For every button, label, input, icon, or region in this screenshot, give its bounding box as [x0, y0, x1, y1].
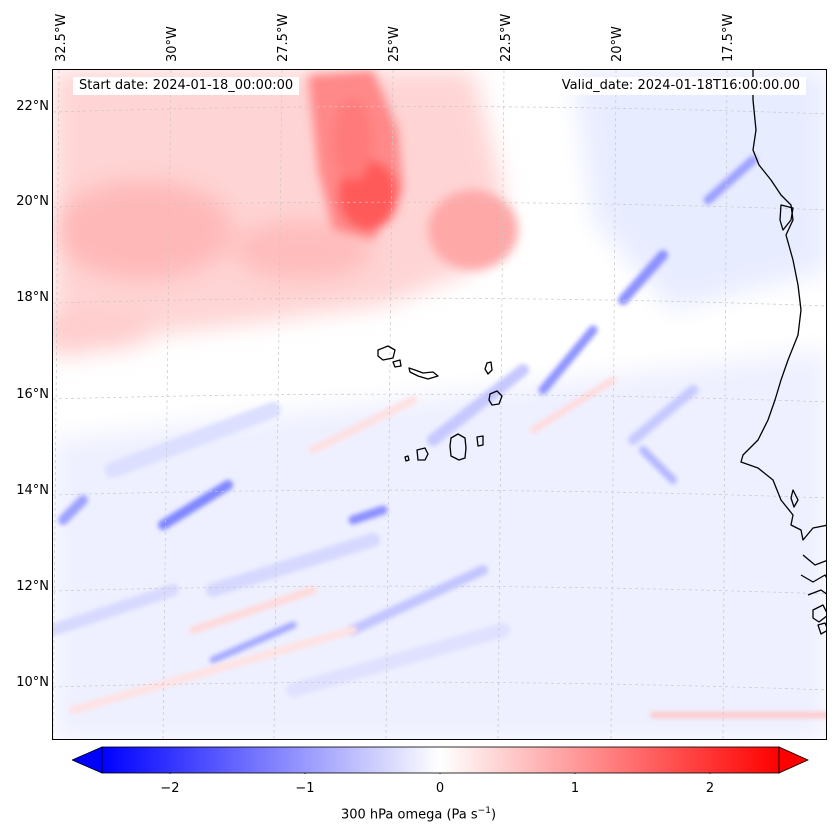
- lat-label-22n: 22°N: [16, 99, 49, 114]
- lon-label-32-5w: 32.5°W: [54, 13, 69, 62]
- colorbar-extend-max: [778, 746, 809, 774]
- lat-label-14n: 14°N: [16, 483, 49, 498]
- lon-label-27-5w: 27.5°W: [276, 13, 291, 62]
- africa-coastline: [740, 70, 826, 541]
- coastlines: [377, 70, 826, 635]
- colorbar-tick-neg1: −1: [295, 781, 315, 796]
- island-santiago: [449, 433, 467, 461]
- positive-omega-streaks: [69, 376, 826, 718]
- lon-label-30w: 30°W: [165, 26, 180, 62]
- colorbar-tick-neg2: −2: [160, 781, 180, 796]
- graticule: [53, 70, 826, 739]
- colorbar-tick-2: 2: [705, 781, 715, 796]
- colorbar-label-end: ): [490, 807, 497, 823]
- island-santo-antao: [377, 345, 396, 361]
- lat-label-20n: 20°N: [16, 194, 49, 209]
- colorbar-label-main: 300 hPa omega (Pa s: [340, 807, 478, 823]
- colorbar-tick-marks: [169, 773, 711, 774]
- colorbar-label: 300 hPa omega (Pa s−1): [0, 806, 837, 822]
- lat-label-16n: 16°N: [16, 387, 49, 402]
- lon-label-25w: 25°W: [387, 26, 402, 62]
- lat-label-12n: 12°N: [16, 579, 49, 594]
- omega-field-map: [53, 70, 826, 739]
- lon-label-22-5w: 22.5°W: [499, 13, 514, 62]
- lon-label-20w: 20°W: [610, 26, 625, 62]
- island-fogo: [416, 447, 429, 461]
- colorbar-label-exponent: −1: [477, 806, 491, 816]
- colorbar-gradient: [101, 746, 780, 774]
- valid-date-label: Valid_date: 2024-01-18T16:00:00.00: [555, 77, 806, 95]
- island-sal: [484, 361, 493, 375]
- lon-label-17-5w: 17.5°W: [721, 13, 736, 62]
- island-sao-nicolau: [408, 367, 439, 380]
- island-maio: [476, 435, 484, 447]
- lat-label-10n: 10°N: [16, 675, 49, 690]
- island-sao-vicente: [392, 359, 402, 368]
- colorbar-extend-min: [72, 746, 103, 774]
- island-boa-vista: [488, 390, 503, 406]
- positive-omega-core: [308, 70, 518, 270]
- colorbar-tick-1: 1: [570, 781, 580, 796]
- lat-label-18n: 18°N: [16, 290, 49, 305]
- omega-map-panel: Start date: 2024-01-18_00:00:00 Valid_da…: [52, 69, 827, 740]
- colorbar-tick-0: 0: [435, 781, 445, 796]
- colorbar: [72, 746, 809, 774]
- start-date-label: Start date: 2024-01-18_00:00:00: [73, 77, 300, 95]
- island-brava: [404, 455, 410, 462]
